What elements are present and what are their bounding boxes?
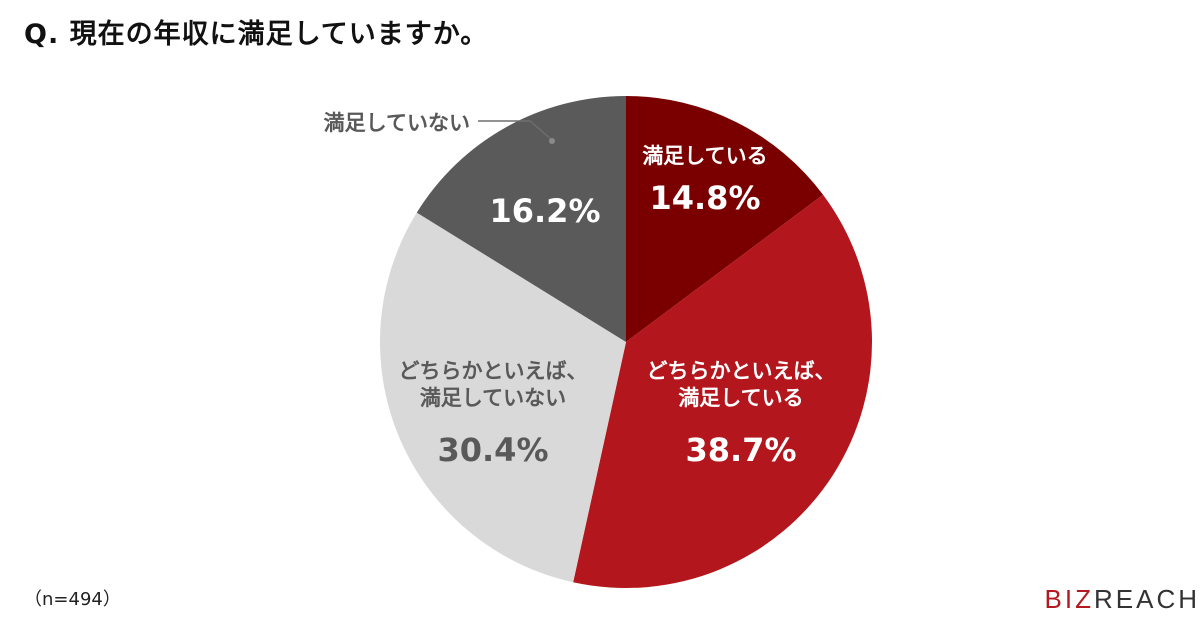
brand-logo-rest: REACH xyxy=(1093,584,1200,614)
slice-4-callout-label: 満足していない xyxy=(324,111,470,135)
pie-slice-4 xyxy=(416,95,626,342)
slice-4-value-label: 16.2% xyxy=(489,192,600,230)
pie-slices xyxy=(380,95,873,588)
slice-3-value-label: 30.4% xyxy=(437,431,548,469)
pie-slice-2 xyxy=(573,194,873,588)
sample-size-note: （n=494） xyxy=(24,589,121,610)
brand-logo-accent: BIZ xyxy=(1044,584,1094,614)
slice-4-callout-leader xyxy=(478,120,553,141)
pie-labels: 満足している14.8%どちらかといえば、満足している38.7%どちらかといえば、… xyxy=(324,111,836,469)
slice-3-label-line-1: どちらかといえば、 xyxy=(399,359,588,383)
slice-4-callout-dot xyxy=(549,138,555,144)
slice-2-value-label: 38.7% xyxy=(685,431,796,469)
slice-2-label-line-2: 満足している xyxy=(678,386,803,410)
brand-logo: BIZREACH xyxy=(1045,584,1200,615)
slice-2-label-line-1: どちらかといえば、 xyxy=(647,359,836,383)
page-title: Q. 現在の年収に満足していますか。 xyxy=(24,19,489,50)
slice-1-value-label: 14.8% xyxy=(649,179,760,217)
slice-1-label-line-1: 満足している xyxy=(642,144,767,168)
pie-slice-1 xyxy=(626,96,824,342)
pie-slice-3 xyxy=(380,212,626,583)
slice-3-label-line-2: 満足していない xyxy=(420,386,566,410)
